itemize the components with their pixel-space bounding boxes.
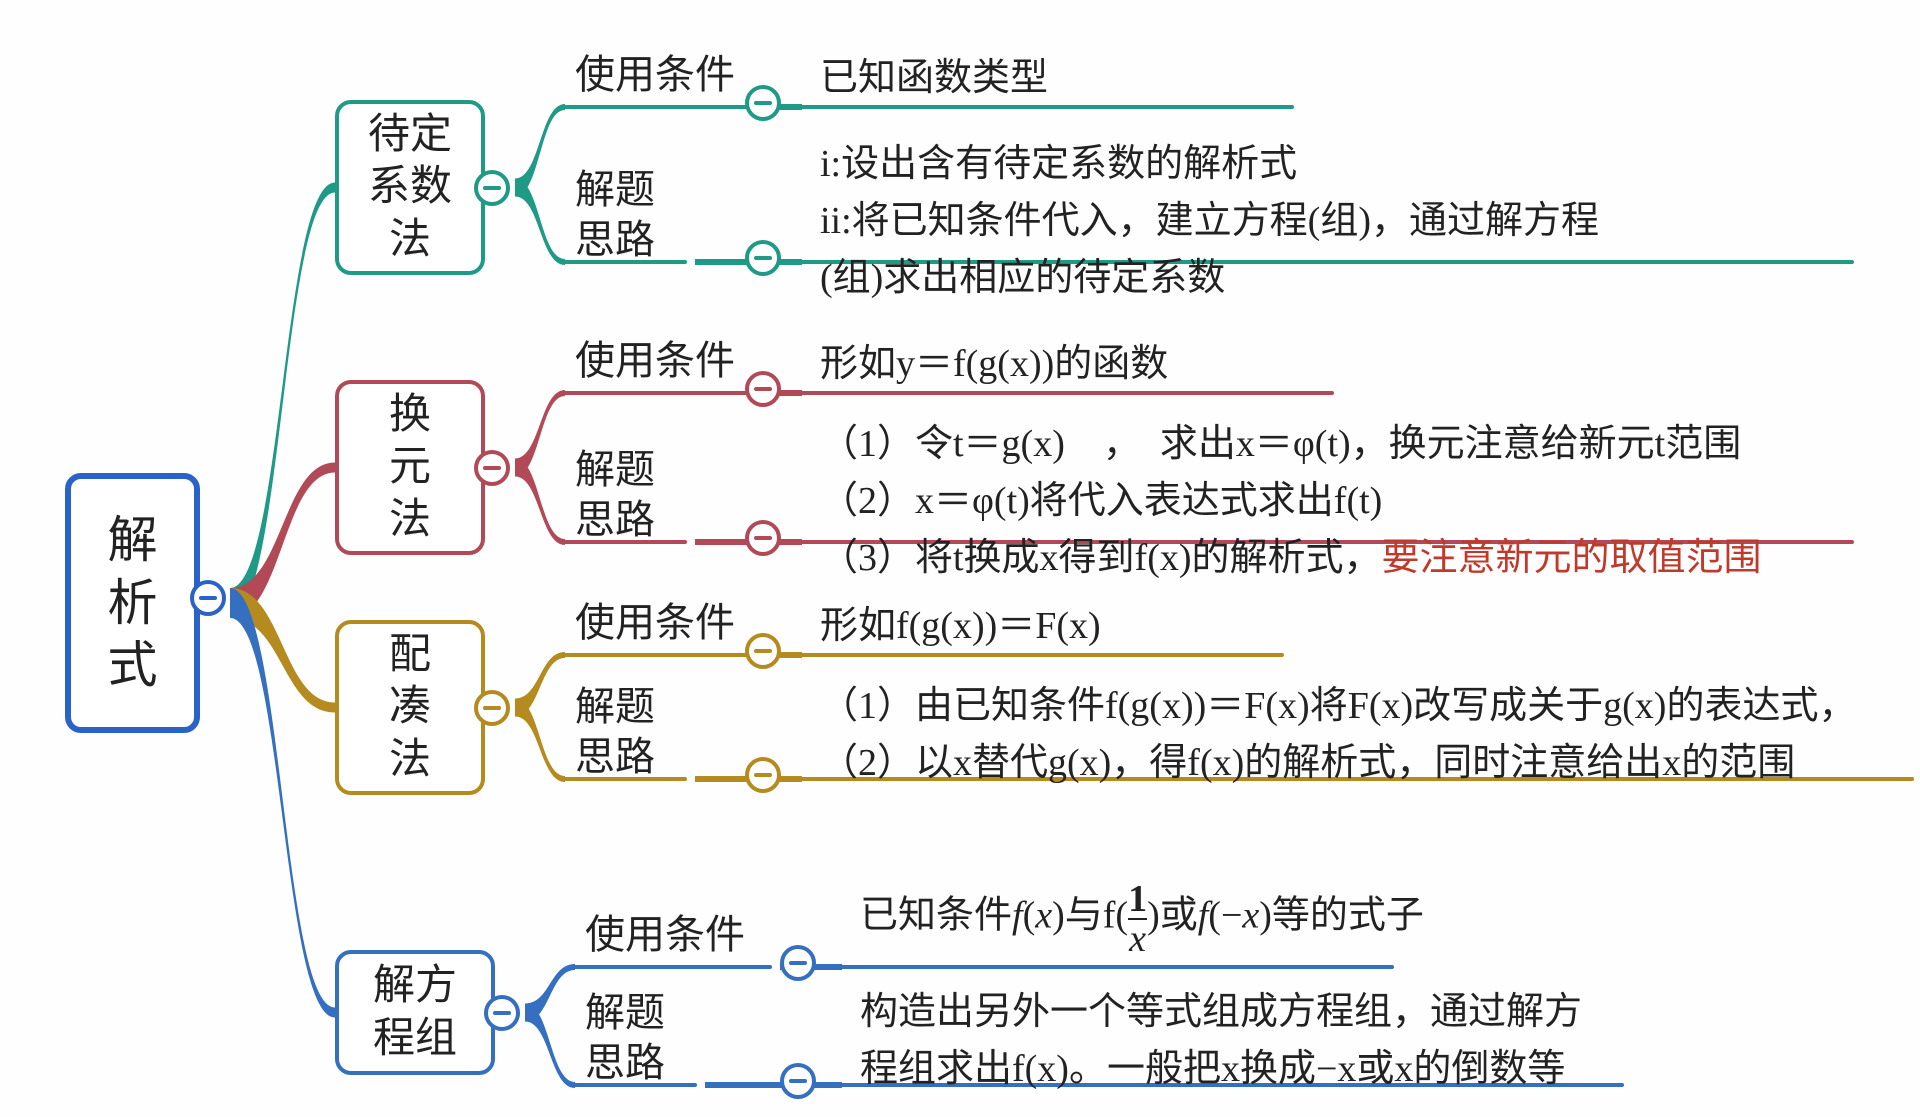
sub-label-b4s1: 使用条件	[585, 910, 745, 960]
sub-label-b3s2: 解题思路	[575, 682, 655, 782]
leaf-text-b1s1: 已知函数类型	[820, 50, 1048, 107]
branch-node-b3[interactable]: 配凑法	[335, 620, 485, 795]
leaf-text-b1s2: i:设出含有待定系数的解析式 ii:将已知条件代入，建立方程(组)，通过解方程 …	[820, 136, 1599, 307]
leaf-text-b3s1: 形如f(g(x))＝F(x)	[820, 598, 1101, 655]
sub-label-b3s1: 使用条件	[575, 598, 735, 648]
branch-collapse-b2[interactable]	[474, 450, 510, 486]
leaf-text-b4s1: 已知条件f(x)与f(1x)或f(−x)等的式子	[860, 880, 1424, 958]
branch-collapse-b4[interactable]	[484, 995, 520, 1031]
sub-collapse-b1s2[interactable]	[745, 240, 781, 276]
leaf-text-b2s2: （1）令t＝g(x) ， 求出x＝φ(t)，换元注意给新元t范围 （2）x＝φ(…	[820, 416, 1762, 587]
sub-collapse-b3s1[interactable]	[745, 633, 781, 669]
branch-collapse-b1[interactable]	[474, 170, 510, 206]
sub-label-b2s2: 解题思路	[575, 445, 655, 545]
sub-label-b4s2: 解题思路	[585, 988, 665, 1088]
sub-collapse-b2s1[interactable]	[745, 371, 781, 407]
sub-label-b2s1: 使用条件	[575, 336, 735, 386]
leaf-text-b4s2: 构造出另外一个等式组成方程组，通过解方 程组求出f(x)。一般把x换成−x或x的…	[860, 984, 1582, 1098]
leaf-text-b2s1: 形如y＝f(g(x))的函数	[820, 336, 1168, 393]
sub-collapse-b1s1[interactable]	[745, 85, 781, 121]
branch-node-b1[interactable]: 待定系数法	[335, 100, 485, 275]
branch-node-b4[interactable]: 解方程组	[335, 950, 495, 1075]
leaf-text-b3s2: （1）由已知条件f(g(x))＝F(x)将F(x)改写成关于g(x)的表达式， …	[820, 678, 1856, 792]
sub-label-b1s2: 解题思路	[575, 165, 655, 265]
root-collapse[interactable]	[190, 580, 226, 616]
root-node[interactable]: 解析式	[65, 473, 200, 733]
branch-node-b2[interactable]: 换元法	[335, 380, 485, 555]
sub-label-b1s1: 使用条件	[575, 50, 735, 100]
mindmap-canvas: { "colors":{ "root":"#2962c9", "b1":"#1f…	[0, 0, 1920, 1117]
sub-collapse-b3s2[interactable]	[745, 757, 781, 793]
sub-collapse-b4s1[interactable]	[780, 945, 816, 981]
sub-collapse-b4s2[interactable]	[780, 1063, 816, 1099]
sub-collapse-b2s2[interactable]	[745, 520, 781, 556]
branch-collapse-b3[interactable]	[474, 690, 510, 726]
